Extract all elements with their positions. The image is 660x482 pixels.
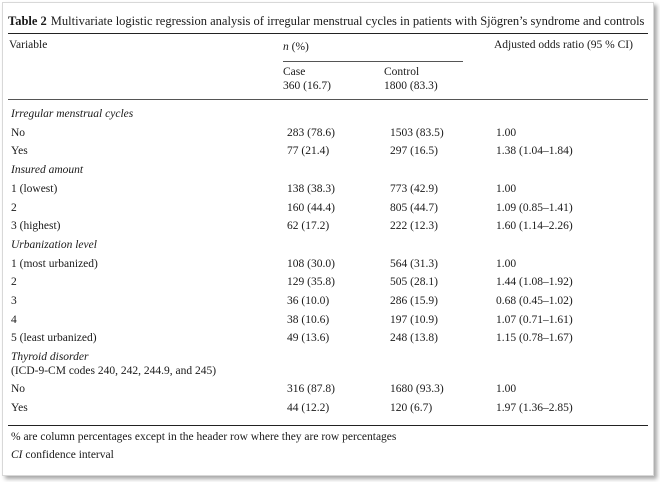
table-label: Table 2 [8,14,47,28]
cell-odds-ratio: 1.97 (1.36–2.85) [496,402,573,414]
section-note: (ICD-9-CM codes 240, 242, 244.9, and 245… [11,364,217,377]
cell-odds-ratio: 1.60 (1.14–2.26) [496,220,573,233]
cell-control: 773 (42.9) [390,182,438,195]
header-control-n: 1800 (83.3) [384,80,438,92]
footnote-ci-text: confidence interval [25,449,114,461]
cell-control: 286 (15.9) [390,295,438,307]
row-label: Yes [11,402,28,414]
row-label: 3 [11,295,17,307]
table-caption-text: Multivariate logistic regression analysi… [50,14,645,28]
cell-odds-ratio: 1.00 [496,182,517,195]
cell-case: 62 (17.2) [287,220,330,233]
cell-case: 283 (78.6) [287,126,335,139]
header-bottom-rule [8,99,648,100]
row-label: No [11,383,26,396]
cell-case: 316 (87.8) [287,383,335,396]
cell-control: 505 (28.1) [390,276,438,289]
cell-odds-ratio: 1.00 [496,257,517,270]
header-odds-ratio: Adjusted odds ratio (95 % CI) [494,39,633,51]
cell-case: 138 (38.3) [287,182,335,195]
row-label: 4 [11,313,17,326]
header-control-label: Control [384,66,420,78]
cell-odds-ratio: 1.00 [496,383,517,396]
cell-odds-ratio: 1.00 [496,126,517,139]
cell-control: 1680 (93.3) [390,383,444,396]
header-n-pct: n (%) [283,41,309,53]
cell-odds-ratio: 1.44 (1.08–1.92) [496,276,573,289]
cell-case: 49 (13.6) [287,332,330,345]
cell-control: 297 (16.5) [390,145,438,158]
section-heading: Insured amount [11,164,84,177]
cell-control: 1503 (83.5) [390,126,444,139]
cell-control: 120 (6.7) [390,402,433,414]
cell-case: 77 (21.4) [287,145,330,158]
row-label: 5 (least urbanized) [11,332,97,345]
header-variable: Variable [9,39,48,51]
bottom-rule [8,425,648,427]
cell-case: 36 (10.0) [287,295,330,307]
cell-case: 44 (12.2) [287,402,330,414]
cell-case: 108 (30.0) [287,257,335,270]
row-label: Yes [11,145,28,158]
header-subrule [283,61,463,62]
cell-odds-ratio: 0.68 (0.45–1.02) [496,295,573,307]
section-heading: Irregular menstrual cycles [11,108,134,120]
footnote-ci-abbr: CI [11,449,23,461]
table-figure: Table 2 Multivariate logistic regression … [2,2,654,476]
cell-odds-ratio: 1.38 (1.04–1.84) [496,145,573,158]
cell-control: 222 (12.3) [390,220,438,233]
row-label: 2 [11,276,17,289]
cell-case: 160 (44.4) [287,201,335,214]
footnote-ci: CI confidence interval [11,449,114,461]
row-label: 2 [11,201,17,214]
cell-control: 248 (13.8) [390,332,438,345]
row-label: 1 (lowest) [11,182,58,195]
section-heading: Urbanization level [11,238,97,251]
header-case-label: Case [283,66,306,78]
cell-odds-ratio: 1.07 (0.71–1.61) [496,313,573,326]
cell-control: 564 (31.3) [390,257,438,270]
section-heading: Thyroid disorder [11,351,89,364]
row-label: 1 (most urbanized) [11,257,98,270]
row-label: 3 (highest) [11,220,61,233]
header-case-n: 360 (16.7) [283,80,331,92]
row-label: No [11,126,26,139]
cell-odds-ratio: 1.09 (0.85–1.41) [496,201,573,214]
top-rule [8,33,648,35]
table-caption: Table 2 Multivariate logistic regression … [8,14,644,29]
footnote-percentages: % are column percentages except in the h… [11,431,397,443]
cell-control: 197 (10.9) [390,313,438,326]
cell-odds-ratio: 1.15 (0.78–1.67) [496,332,573,345]
cell-case: 129 (35.8) [287,276,335,289]
cell-case: 38 (10.6) [287,313,330,326]
cell-control: 805 (44.7) [390,201,438,214]
